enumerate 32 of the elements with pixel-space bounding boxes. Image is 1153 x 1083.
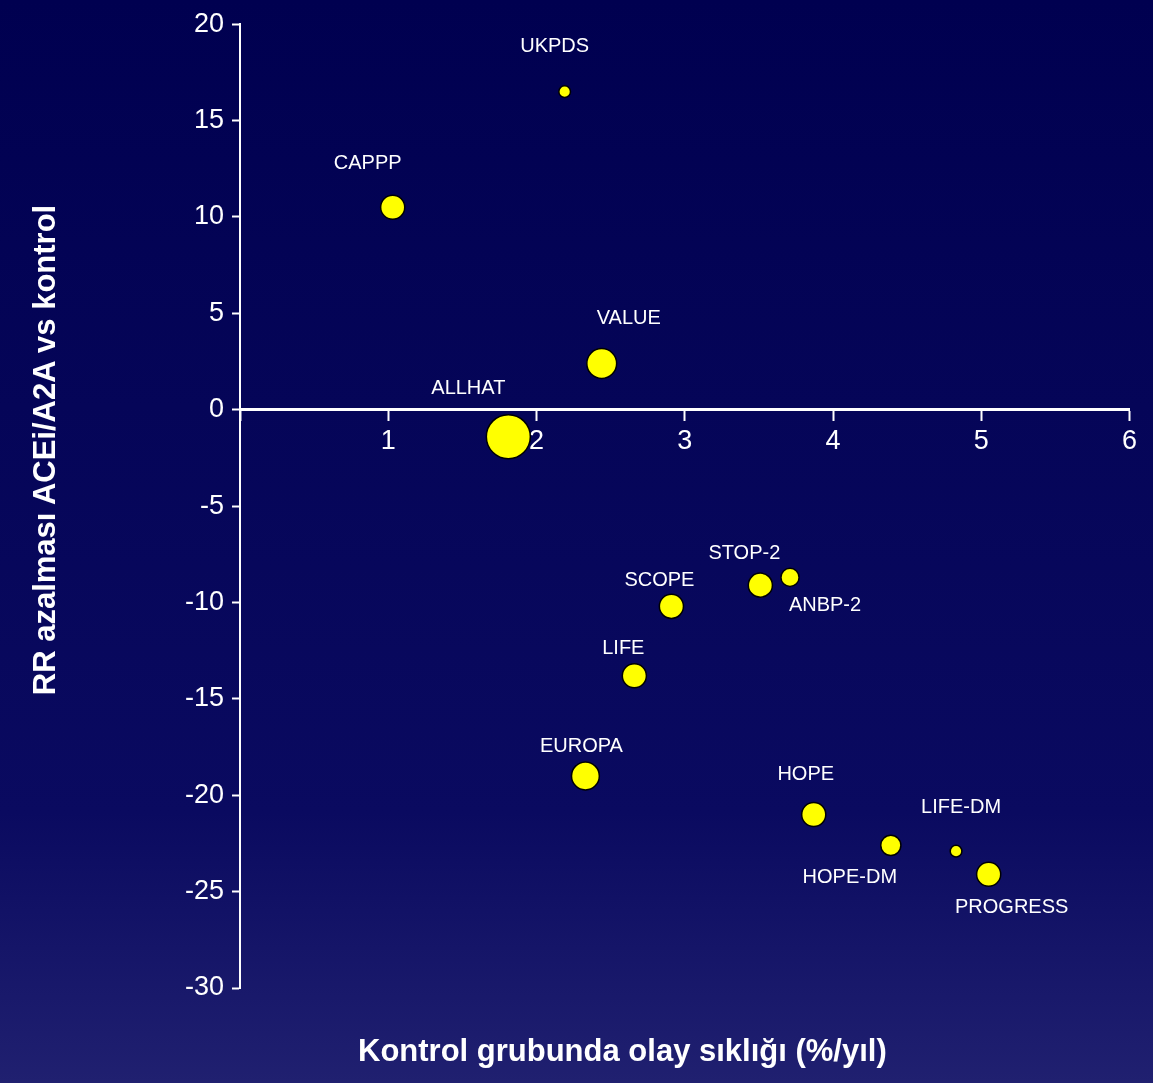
x-axis-title: Kontrol grubunda olay sıklığı (%/yıl) [358,1033,887,1069]
x-tick-label: 6 [1121,425,1138,456]
annotation: SCOPE [624,567,695,590]
y-tick-label: 20 [193,7,224,38]
y-tick-label: -20 [184,778,224,809]
annotation: LIFE-DM [921,794,1002,817]
annotation: LIFE [602,636,645,659]
annotation: VALUE [596,305,661,328]
y-axis-title: RR azalması ACEi/A2A vs kontrol [27,204,63,696]
annotation: EUROPA [539,734,624,757]
y-tick-label: -10 [184,585,224,616]
x-tick-label: 1 [380,425,396,456]
x-tick-label: 4 [825,425,841,456]
x-tick-label: 2 [528,425,545,456]
annotation: ALLHAT [431,376,506,399]
y-tick-label: 15 [193,104,224,135]
annotation: PROGRESS [954,894,1069,917]
x-tick-label: 5 [973,425,989,456]
annotation: HOPE-DM [802,864,898,887]
annotation: CAPPP [333,150,402,173]
annotation: HOPE [777,762,835,785]
y-tick-label: 5 [208,296,224,327]
y-tick-label: 10 [193,200,224,231]
y-tick-label: -5 [199,489,224,520]
y-tick-label: -30 [184,971,224,1002]
annotation: STOP-2 [708,540,781,563]
y-tick-label: 0 [208,393,224,424]
y-tick-label: -15 [184,682,224,713]
y-tick-label: -25 [184,875,224,906]
annotation: ANBP-2 [788,592,862,615]
x-tick-label: 3 [677,425,693,456]
annotation: UKPDS [520,34,590,57]
